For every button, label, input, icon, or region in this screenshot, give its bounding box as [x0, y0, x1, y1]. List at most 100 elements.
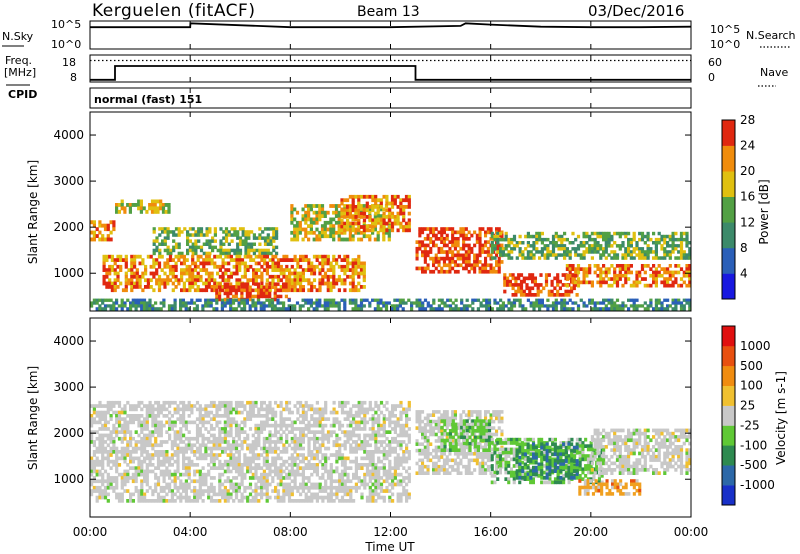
echo-cell	[535, 301, 539, 305]
echo-cell	[155, 271, 159, 276]
echo-cell	[451, 253, 455, 258]
echo-cell	[613, 267, 617, 271]
echo-cell	[666, 234, 670, 239]
echo-cell	[148, 410, 152, 415]
echo-cell	[532, 256, 536, 260]
echo-cell	[310, 463, 314, 467]
echo-cell	[368, 301, 372, 305]
echo-cell	[212, 492, 216, 497]
echo-cell	[343, 301, 347, 305]
echo-cell	[213, 278, 217, 283]
echo-cell	[307, 485, 311, 490]
echo-cell	[279, 264, 283, 269]
echo-cell	[193, 472, 197, 477]
echo-cell	[299, 274, 303, 279]
echo-cell	[323, 258, 328, 262]
echo-cell	[148, 206, 152, 211]
echo-cell	[576, 270, 581, 275]
echo-cell	[643, 277, 647, 281]
echo-cell	[215, 301, 219, 305]
echo-cell	[106, 456, 110, 461]
echo-cell	[191, 281, 195, 286]
echo-cell	[263, 288, 267, 293]
echo-cell	[668, 253, 672, 257]
echo-cell	[257, 456, 261, 461]
echo-cell	[240, 307, 244, 311]
echo-cell	[535, 237, 539, 242]
echo-cell	[254, 499, 258, 503]
echo-cell	[170, 414, 174, 418]
echo-cell	[379, 198, 383, 203]
echo-cell	[540, 304, 544, 308]
echo-cell	[538, 304, 542, 308]
echo-cell	[141, 258, 145, 262]
echo-cell	[371, 417, 375, 421]
echo-cell	[604, 237, 608, 242]
echo-cell	[315, 446, 319, 451]
echo-cell	[426, 227, 430, 231]
echo-cell	[512, 237, 517, 242]
echo-cell	[204, 436, 208, 441]
echo-cell	[269, 242, 273, 246]
echo-cell	[233, 227, 237, 231]
echo-cell	[618, 307, 622, 311]
echo-cell	[106, 400, 110, 405]
echo-cell	[360, 420, 364, 425]
echo-cell	[276, 466, 280, 470]
echo-cell	[432, 298, 436, 302]
echo-cell	[340, 198, 344, 203]
echo-cell	[204, 450, 208, 454]
echo-cell	[323, 220, 327, 225]
echo-cell	[285, 400, 289, 405]
echo-cell	[418, 230, 422, 235]
echo-cell	[103, 410, 108, 415]
echo-cell	[382, 218, 386, 223]
echo-cell	[396, 221, 400, 226]
echo-cell	[326, 261, 330, 266]
echo-cell	[304, 414, 308, 418]
echo-cell	[102, 261, 106, 266]
echo-cell	[310, 450, 314, 454]
echo-cell	[360, 495, 364, 500]
echo-cell	[193, 453, 197, 457]
echo-cell	[263, 248, 268, 253]
echo-cell	[268, 446, 272, 451]
echo-cell	[226, 440, 230, 444]
echo-cell	[243, 420, 247, 425]
echo-cell	[335, 485, 339, 490]
echo-cell	[588, 270, 592, 275]
echo-cell	[193, 268, 198, 272]
echo-cell	[496, 241, 500, 245]
echo-cell	[632, 234, 636, 239]
echo-cell	[271, 450, 275, 454]
echo-cell	[254, 430, 258, 434]
echo-cell	[279, 404, 283, 408]
echo-cell	[621, 241, 625, 245]
echo-cell	[363, 482, 367, 487]
echo-cell	[117, 495, 122, 500]
echo-cell	[326, 476, 331, 480]
echo-cell	[660, 304, 664, 308]
echo-cell	[173, 301, 177, 305]
echo-cell	[365, 407, 370, 412]
echo-cell	[213, 239, 217, 243]
echo-cell	[275, 236, 279, 240]
echo-cell	[607, 277, 611, 281]
echo-cell	[293, 450, 297, 454]
echo-cell	[643, 241, 647, 245]
echo-cell	[550, 293, 554, 297]
echo-cell	[101, 489, 105, 493]
echo-cell	[635, 298, 639, 302]
echo-cell	[360, 466, 364, 470]
echo-cell	[337, 278, 341, 283]
echo-cell	[629, 241, 633, 245]
echo-cell	[309, 217, 313, 222]
echo-cell	[646, 307, 650, 311]
echo-cell	[274, 410, 278, 415]
echo-cell	[220, 298, 224, 302]
echo-cell	[229, 469, 233, 474]
echo-cell	[351, 221, 355, 226]
echo-cell	[246, 433, 250, 438]
echo-cell	[204, 472, 208, 477]
echo-cell	[215, 407, 219, 412]
